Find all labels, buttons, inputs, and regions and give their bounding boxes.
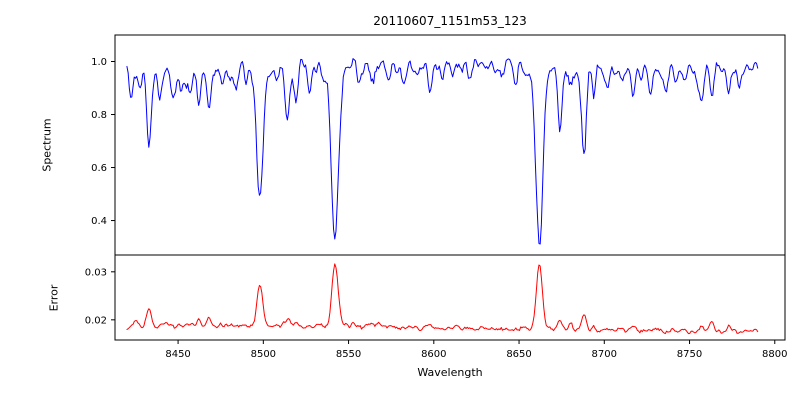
x-tick-label: 8700 — [592, 349, 617, 360]
error-line — [126, 263, 759, 335]
spectrum-y-tick-label: 0.8 — [91, 110, 107, 121]
spectrum-y-tick-label: 0.4 — [91, 216, 107, 227]
error-panel-border — [114, 254, 786, 341]
spectrum-y-tick-label: 0.6 — [91, 163, 107, 174]
spectrum-y-tick-label: 1.0 — [91, 57, 107, 68]
x-axis-label: Wavelength — [417, 366, 483, 379]
x-tick-label: 8650 — [506, 349, 531, 360]
x-tick-label: 8800 — [762, 349, 787, 360]
error-y-tick-label: 0.02 — [85, 315, 107, 326]
chart-title: 20110607_1151m53_123 — [373, 14, 527, 28]
x-tick-label: 8750 — [677, 349, 702, 360]
spectrum-line — [126, 58, 759, 245]
x-tick-label: 8550 — [336, 349, 361, 360]
x-tick-label: 8450 — [165, 349, 190, 360]
x-tick-label: 8500 — [251, 349, 276, 360]
error-y-tick-label: 0.03 — [85, 267, 107, 278]
x-tick-label: 8600 — [421, 349, 446, 360]
